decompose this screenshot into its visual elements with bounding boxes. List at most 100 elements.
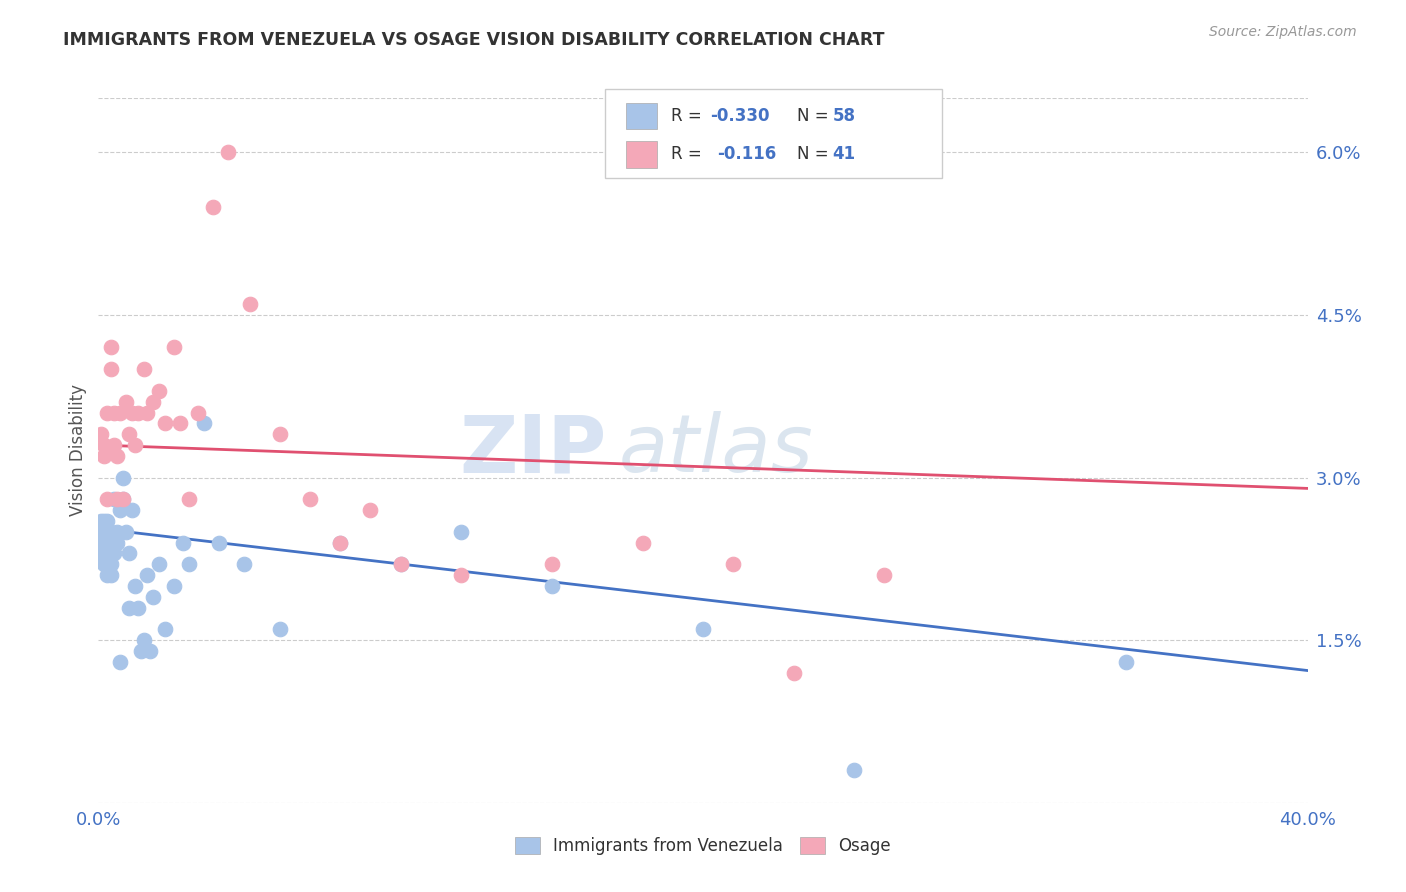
- Point: [100, 568, 122, 582]
- Point: [93, 535, 115, 549]
- Point: [96, 535, 118, 549]
- Point: [179, 558, 201, 572]
- Point: [540, 579, 562, 593]
- Point: [1115, 655, 1137, 669]
- Text: N =: N =: [797, 145, 834, 163]
- Point: [100, 558, 122, 572]
- Point: [118, 427, 141, 442]
- Point: [111, 492, 134, 507]
- Text: 41: 41: [832, 145, 855, 163]
- Point: [135, 405, 157, 419]
- Point: [450, 524, 472, 539]
- Point: [103, 405, 125, 419]
- Point: [100, 341, 122, 355]
- Point: [208, 535, 231, 549]
- Point: [118, 600, 141, 615]
- Point: [329, 535, 352, 549]
- Point: [142, 394, 165, 409]
- Point: [232, 558, 254, 572]
- Point: [329, 535, 352, 549]
- Point: [100, 524, 122, 539]
- Text: IMMIGRANTS FROM VENEZUELA VS OSAGE VISION DISABILITY CORRELATION CHART: IMMIGRANTS FROM VENEZUELA VS OSAGE VISIO…: [63, 31, 884, 49]
- Point: [96, 546, 118, 560]
- Point: [202, 200, 225, 214]
- Text: R =: R =: [671, 145, 711, 163]
- Point: [139, 644, 162, 658]
- Point: [450, 568, 472, 582]
- Point: [93, 514, 115, 528]
- Point: [96, 514, 118, 528]
- Point: [153, 417, 176, 431]
- Point: [93, 546, 115, 560]
- Y-axis label: Vision Disability: Vision Disability: [69, 384, 87, 516]
- Point: [873, 568, 896, 582]
- Point: [103, 438, 125, 452]
- Point: [360, 503, 382, 517]
- Point: [90, 427, 112, 442]
- Point: [783, 665, 806, 680]
- Point: [127, 405, 149, 419]
- Point: [124, 438, 146, 452]
- Point: [124, 579, 146, 593]
- Point: [127, 600, 149, 615]
- Point: [121, 405, 143, 419]
- Point: [142, 590, 165, 604]
- Point: [163, 579, 186, 593]
- Point: [114, 524, 136, 539]
- Point: [90, 514, 112, 528]
- Point: [105, 492, 128, 507]
- Point: [187, 405, 209, 419]
- Point: [148, 384, 170, 398]
- Point: [269, 623, 291, 637]
- Point: [179, 492, 201, 507]
- Point: [129, 644, 152, 658]
- Point: [217, 145, 239, 160]
- Point: [90, 524, 112, 539]
- Point: [118, 546, 141, 560]
- Point: [108, 655, 131, 669]
- Point: [389, 558, 412, 572]
- Point: [96, 524, 118, 539]
- Point: [111, 492, 134, 507]
- Point: [105, 535, 128, 549]
- Point: [169, 417, 191, 431]
- Point: [132, 362, 155, 376]
- Point: [723, 558, 745, 572]
- Point: [299, 492, 322, 507]
- Point: [111, 470, 134, 484]
- Point: [90, 535, 112, 549]
- Point: [105, 449, 128, 463]
- Point: [100, 535, 122, 549]
- Point: [96, 405, 118, 419]
- Point: [100, 362, 122, 376]
- Point: [631, 535, 654, 549]
- Point: [135, 568, 157, 582]
- Point: [692, 623, 714, 637]
- Point: [540, 558, 562, 572]
- Point: [239, 297, 262, 311]
- Point: [121, 503, 143, 517]
- Point: [96, 558, 118, 572]
- Point: [93, 558, 115, 572]
- Point: [103, 535, 125, 549]
- Point: [96, 568, 118, 582]
- Point: [93, 438, 115, 452]
- Text: Source: ZipAtlas.com: Source: ZipAtlas.com: [1209, 25, 1357, 39]
- Point: [103, 492, 125, 507]
- Point: [93, 524, 115, 539]
- Text: -0.330: -0.330: [710, 107, 769, 125]
- Point: [163, 341, 186, 355]
- Point: [108, 503, 131, 517]
- Point: [100, 535, 122, 549]
- Point: [108, 405, 131, 419]
- Point: [114, 394, 136, 409]
- Point: [103, 546, 125, 560]
- Point: [90, 546, 112, 560]
- Point: [844, 764, 866, 778]
- Point: [96, 546, 118, 560]
- Point: [105, 524, 128, 539]
- Point: [93, 535, 115, 549]
- Point: [96, 492, 118, 507]
- Point: [172, 535, 194, 549]
- Point: [389, 558, 412, 572]
